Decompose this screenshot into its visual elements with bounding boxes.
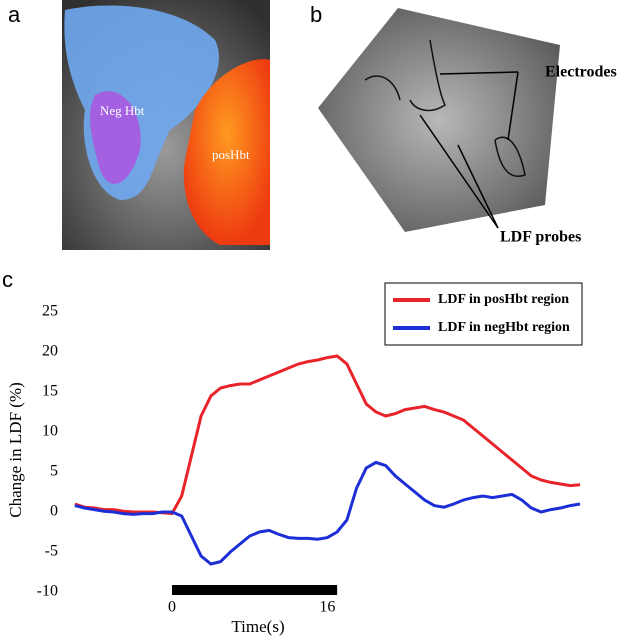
- image-b: [318, 8, 560, 232]
- x-tick-label: 0: [168, 599, 176, 616]
- y-tick-label: 10: [42, 423, 58, 440]
- pos-region: [183, 59, 270, 246]
- y-tick-label: 5: [50, 463, 58, 480]
- series-line: [74, 460, 581, 566]
- annotation: LDF probes: [500, 229, 581, 246]
- y-tick-label: -10: [37, 583, 58, 600]
- neg-core: [90, 91, 141, 184]
- panel-label: b: [310, 2, 322, 27]
- legend-label: LDF in posHbt region: [438, 292, 569, 307]
- legend-label: LDF in negHbt region: [438, 320, 570, 335]
- x-tick-label: 16: [319, 599, 335, 616]
- panel-label: a: [8, 2, 21, 27]
- stimulus-bar: [172, 585, 338, 595]
- annotation: posHbt: [212, 147, 250, 162]
- series-line: [74, 354, 581, 516]
- annotation: Neg Hbt: [100, 103, 145, 118]
- electrode-outline: [364, 39, 526, 177]
- panel-label: c: [2, 267, 13, 292]
- y-tick-label: 15: [42, 383, 58, 400]
- y-tick-label: 25: [42, 303, 58, 320]
- annotation: Electrodes: [545, 64, 617, 81]
- y-tick-label: 20: [42, 343, 58, 360]
- arrows: [419, 71, 519, 229]
- y-axis-label: Change in LDF (%): [6, 382, 25, 518]
- y-tick-label: 0: [50, 503, 58, 520]
- y-tick-label: -5: [45, 543, 58, 560]
- legend: [384, 282, 583, 346]
- x-axis-label: Time(s): [231, 617, 284, 636]
